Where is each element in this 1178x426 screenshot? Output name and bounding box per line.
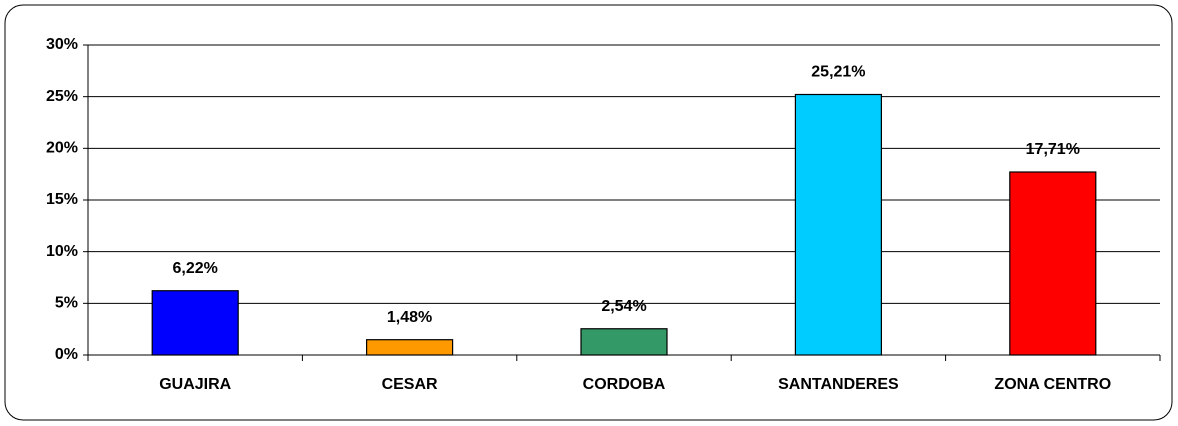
x-tick-label: CESAR xyxy=(382,376,438,393)
y-tick-label: 10% xyxy=(46,243,78,260)
y-tick-label: 15% xyxy=(46,191,78,208)
chart-border xyxy=(4,4,1173,421)
y-tick-label: 0% xyxy=(55,346,78,363)
y-tick-label: 25% xyxy=(46,88,78,105)
data-label: 6,22% xyxy=(173,260,218,277)
data-label: 2,54% xyxy=(601,298,646,315)
x-tick-label: SANTANDERES xyxy=(778,376,899,393)
data-label: 25,21% xyxy=(811,64,865,81)
y-tick-label: 5% xyxy=(55,295,78,312)
y-tick-label: 30% xyxy=(46,36,78,53)
x-tick-label: CORDOBA xyxy=(583,376,666,393)
x-tick-label: GUAJIRA xyxy=(159,376,231,393)
bar xyxy=(366,339,454,356)
bar xyxy=(794,93,883,356)
x-tick-label: ZONA CENTRO xyxy=(994,376,1111,393)
data-label: 17,71% xyxy=(1026,141,1080,158)
data-label: 1,48% xyxy=(387,309,432,326)
y-tick-label: 20% xyxy=(46,140,78,157)
bar xyxy=(151,290,239,356)
bar xyxy=(580,328,668,356)
bar xyxy=(1009,171,1097,356)
